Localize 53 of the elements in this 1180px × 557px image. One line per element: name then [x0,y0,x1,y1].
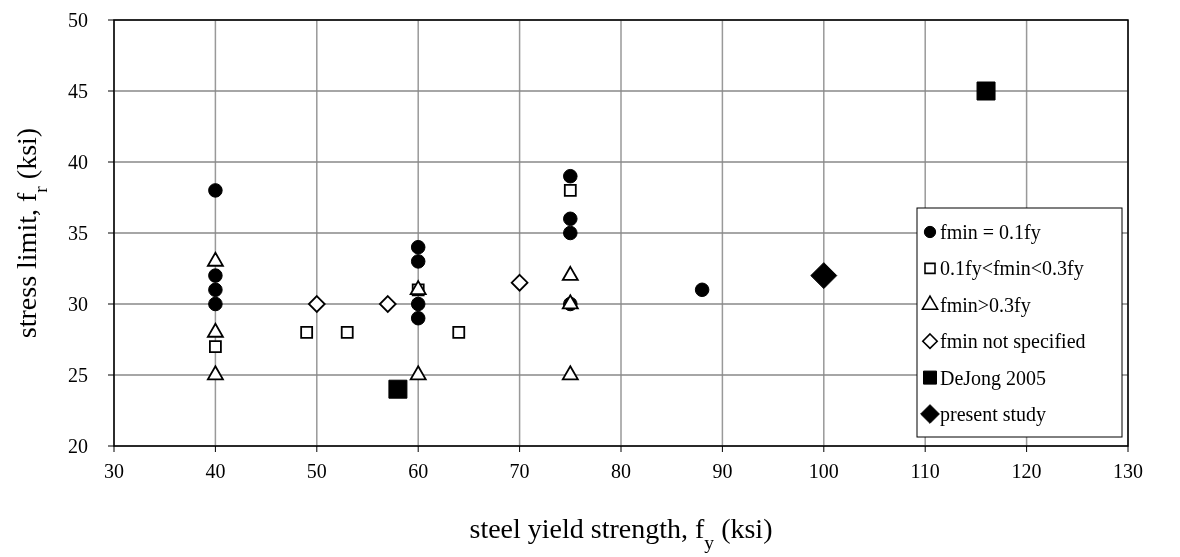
legend-label: fmin>0.3fy [940,293,1031,317]
x-tick-label: 130 [1113,460,1143,482]
point [208,268,223,283]
x-tick-label: 60 [408,460,429,482]
y-tick-label: 30 [68,293,88,315]
legend-label: fmin = 0.1fy [940,221,1041,244]
point [563,211,578,227]
legend-label: 0.1fy<fmin<0.3fy [940,257,1084,281]
y-tick-label: 50 [68,9,88,31]
point [206,365,224,381]
x-tick-label: 120 [1011,460,1042,482]
legend-label: DeJong 2005 [940,366,1047,390]
y-tick-label: 45 [68,80,88,102]
x-tick-label: 70 [509,460,530,482]
point [208,183,223,198]
y-tick-label: 25 [68,364,88,386]
point [810,262,838,290]
point [410,254,426,269]
point [452,326,466,339]
y-tick-label: 20 [68,435,88,457]
point [388,379,408,399]
point [340,326,354,339]
x-axis-title: steel yield strength, f$_{y}$ (ksi) [469,513,773,553]
point [209,340,222,353]
point [208,282,223,298]
x-tick-label: 100 [808,460,839,482]
point [206,322,224,338]
point [208,296,223,312]
point [563,184,577,197]
y-tick-label: 40 [68,151,88,173]
point [563,225,578,241]
point [410,239,426,255]
y-tick-label: 35 [68,222,88,244]
x-tick-label: 90 [712,460,733,482]
x-tick-label: 110 [910,460,940,482]
point [378,295,397,313]
x-tick-label: 50 [306,460,327,482]
x-tick-label: 80 [611,460,631,482]
point [410,296,426,312]
point [510,273,529,292]
legend-label: fmin not specified [940,330,1086,354]
point [409,365,427,381]
point [694,282,710,298]
point [410,310,426,326]
x-tick-label: 30 [104,460,124,482]
point [307,295,326,313]
point [300,326,314,339]
point [563,168,578,184]
point [976,81,996,101]
point [561,266,579,281]
x-tick-label: 40 [205,460,226,482]
point [561,365,579,381]
legend-label: present study [940,403,1047,426]
